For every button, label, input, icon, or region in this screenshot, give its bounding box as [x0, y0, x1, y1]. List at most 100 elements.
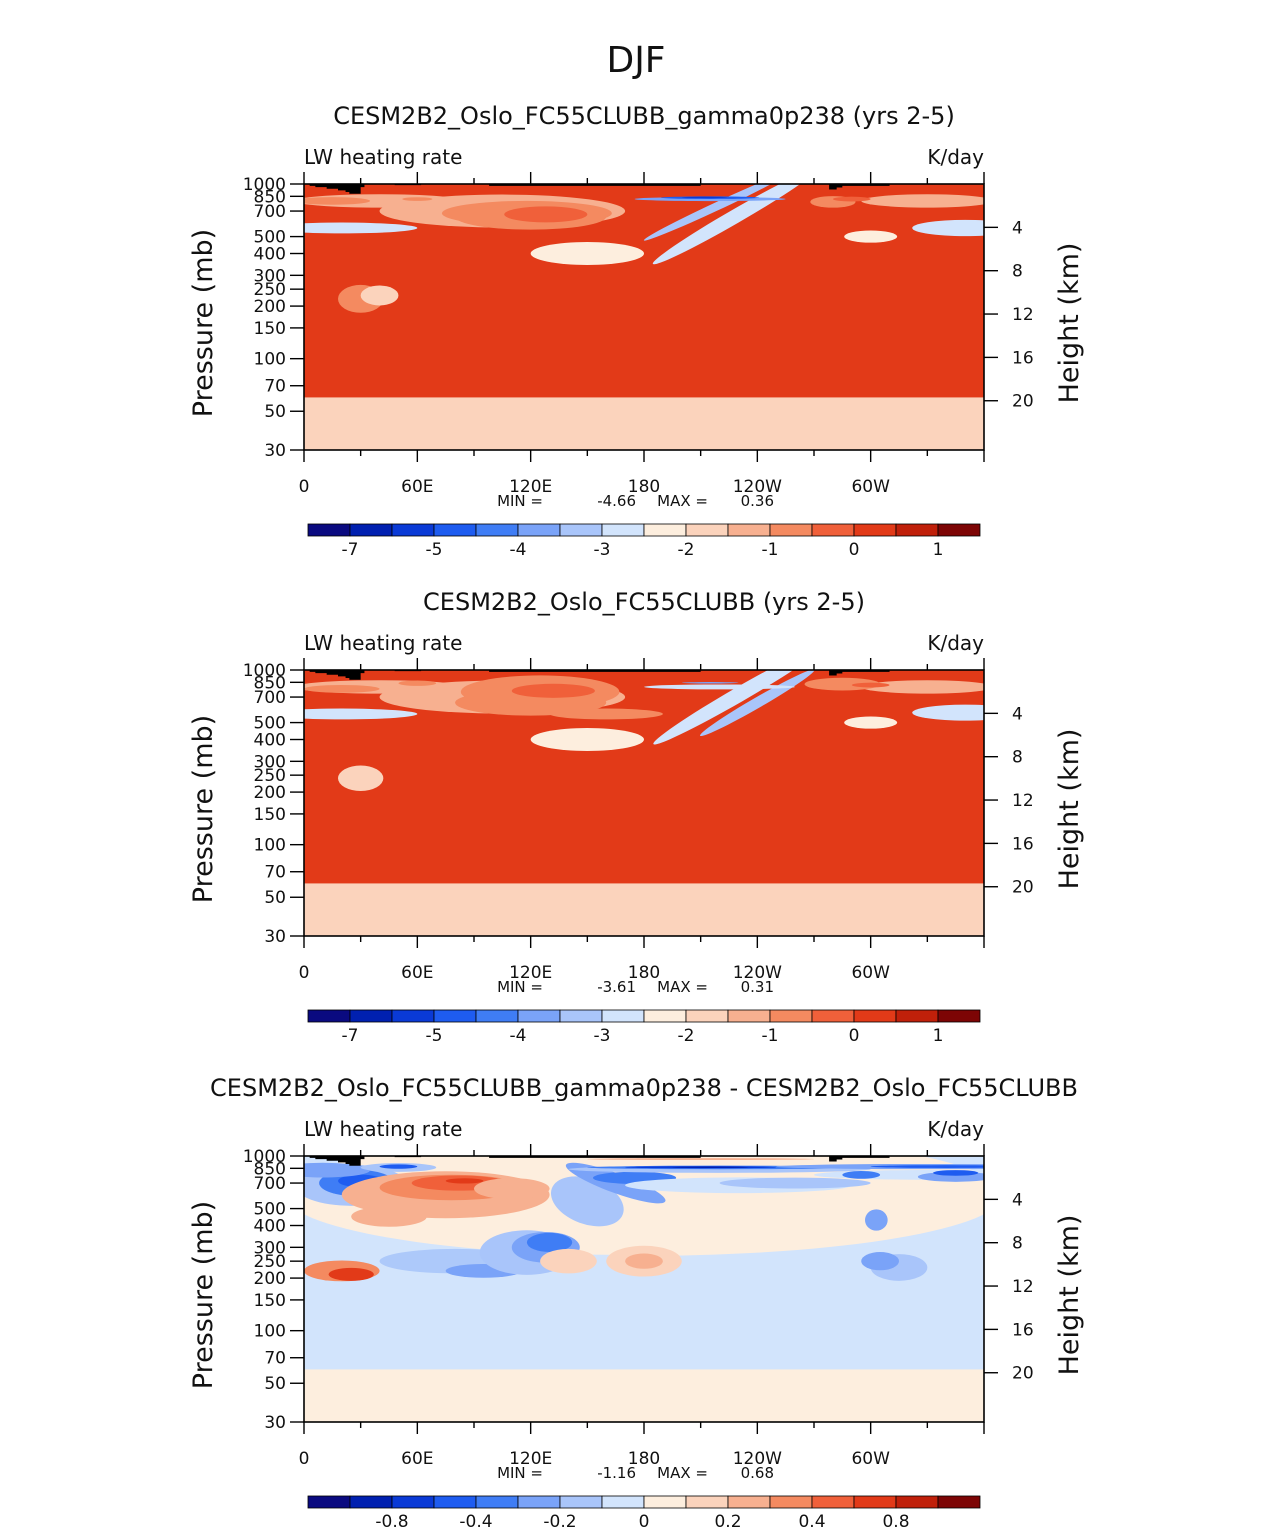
contour-region: [540, 1248, 597, 1274]
x-tick-label: 0: [299, 477, 310, 497]
y-tick-label: 250: [254, 280, 286, 300]
topography: [829, 184, 890, 190]
colorbar-swatch: [559, 523, 603, 537]
colorbar-swatch: [727, 523, 771, 537]
colorbar-swatch: [643, 523, 687, 537]
y-tick-label: 400: [254, 731, 286, 751]
colorbar-tick-label: -2: [678, 1026, 695, 1046]
contour-region: [851, 682, 890, 688]
y-tick-label: 50: [264, 888, 286, 908]
colorbar-swatch: [307, 523, 351, 537]
max-label: MAX =: [657, 492, 708, 510]
colorbar: -0.8 -0.4 -0.2 0 0.2 0.4 0.8: [307, 1495, 981, 1532]
y-axis-label-right: Height (km): [1054, 1215, 1085, 1376]
contour-region: [861, 1252, 899, 1271]
colorbar-tick-label: -3: [594, 1026, 611, 1046]
colorbar-tick-label: -3: [594, 540, 611, 560]
x-tick-label: 180: [628, 1449, 660, 1469]
min-label: MIN =: [497, 1464, 543, 1482]
x-tick-label: 180: [628, 477, 660, 497]
colorbar-tick-label: -2: [678, 540, 695, 560]
colorbar-tick-label: 0.2: [714, 1512, 741, 1531]
colorbar-swatch: [811, 1009, 855, 1023]
y-tick-label: 200: [254, 297, 286, 317]
height-tick-label: 12: [1012, 305, 1034, 325]
colorbar-swatch: [475, 1495, 519, 1509]
contour-field: [304, 1156, 984, 1422]
x-tick-label: 60E: [401, 477, 433, 497]
colorbar: -7 -5 -4 -3 -2 -1 0 1: [307, 523, 981, 560]
topography: [304, 670, 422, 680]
colorbar-swatch: [769, 1495, 813, 1509]
contour-region: [587, 1158, 815, 1161]
panel-title: CESM2B2_Oslo_FC55CLUBB (yrs 2-5): [423, 588, 865, 616]
units-label: K/day: [927, 631, 984, 655]
contour-region: [625, 1253, 663, 1269]
y-axis-label: Pressure (mb): [188, 1201, 219, 1389]
contour-region: [549, 708, 663, 720]
panel-3: CESM2B2_Oslo_FC55CLUBB_gamma0p238 - CESM…: [188, 1074, 1085, 1532]
colorbar-swatch: [349, 1495, 393, 1509]
colorbar-swatch: [559, 1495, 603, 1509]
colorbar-swatch: [895, 1009, 939, 1023]
colorbar-tick-label: -4: [510, 540, 527, 560]
colorbar-swatch: [349, 523, 393, 537]
colorbar-swatch: [895, 1495, 939, 1509]
contour-region: [672, 1166, 748, 1168]
colorbar-tick-label: 0: [849, 540, 860, 560]
contour-region: [870, 1165, 984, 1168]
x-tick-label: 120E: [509, 963, 552, 983]
colorbar-tick-label: 1: [933, 540, 944, 560]
x-tick-label: 60E: [401, 963, 433, 983]
y-tick-label: 50: [264, 1374, 286, 1394]
colorbar-tick-label: -5: [426, 1026, 443, 1046]
colorbar-tick-label: -4: [510, 1026, 527, 1046]
min-value: -1.16: [597, 1464, 636, 1482]
y-axis-label: Pressure (mb): [188, 715, 219, 903]
units-label: K/day: [927, 1117, 984, 1141]
y-tick-label: 1000: [243, 1147, 286, 1167]
contour-region: [304, 197, 371, 205]
panel-title: CESM2B2_Oslo_FC55CLUBB_gamma0p238 - CESM…: [210, 1074, 1078, 1102]
contour-region: [474, 1178, 550, 1200]
y-tick-label: 70: [264, 1349, 286, 1369]
max-value: 0.31: [741, 978, 774, 996]
y-tick-label: 700: [254, 688, 286, 708]
colorbar-swatch: [895, 523, 939, 537]
field-label: LW heating rate: [304, 145, 462, 169]
colorbar-tick-label: 0.4: [798, 1512, 825, 1531]
x-tick-label: 0: [299, 1449, 310, 1469]
colorbar-swatch: [517, 523, 561, 537]
min-value: -4.66: [597, 492, 636, 510]
contour-region: [681, 196, 728, 199]
height-tick-label: 16: [1012, 348, 1034, 368]
field-label: LW heating rate: [304, 1117, 462, 1141]
y-tick-label: 500: [254, 228, 286, 248]
height-tick-label: 4: [1012, 1190, 1023, 1210]
y-tick-label: 100: [254, 836, 286, 856]
colorbar-swatch: [937, 523, 981, 537]
contour-region: [681, 682, 739, 684]
height-tick-label: 8: [1012, 748, 1023, 768]
colorbar-swatch: [853, 523, 897, 537]
colorbar-swatch: [349, 1009, 393, 1023]
min-label: MIN =: [497, 492, 543, 510]
min-value: -3.61: [597, 978, 636, 996]
contour-region: [530, 728, 644, 751]
y-tick-label: 300: [254, 1238, 286, 1258]
y-tick-label: 1000: [243, 661, 286, 681]
colorbar-swatch: [853, 1495, 897, 1509]
colorbar-swatch: [601, 523, 645, 537]
colorbar-swatch: [433, 523, 477, 537]
colorbar-tick-label: -1: [762, 1026, 779, 1046]
colorbar-tick-label: -5: [426, 540, 443, 560]
height-tick-label: 8: [1012, 262, 1023, 282]
colorbar-swatch: [517, 1009, 561, 1023]
y-tick-label: 400: [254, 245, 286, 265]
colorbar-tick-label: 0: [639, 1512, 650, 1531]
y-tick-label: 200: [254, 783, 286, 803]
height-tick-label: 4: [1012, 218, 1023, 238]
contour-region: [652, 184, 817, 265]
